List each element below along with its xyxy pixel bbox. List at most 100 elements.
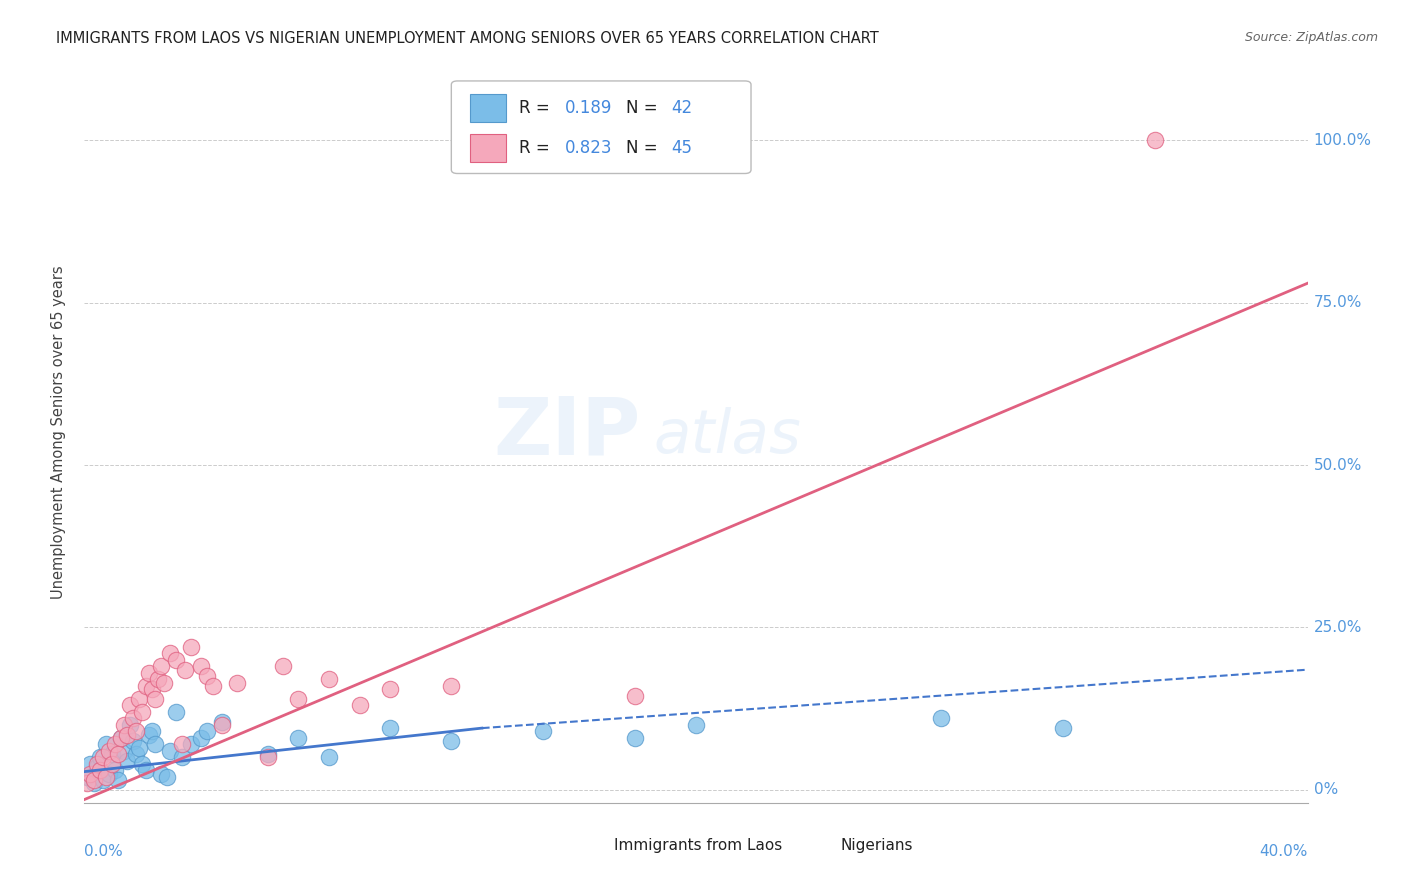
Point (226, 675, 249, 690)
Text: Nigerians: Nigerians (841, 838, 912, 853)
Point (349, 698, 371, 713)
Point (287, 731, 309, 745)
Text: 0.823: 0.823 (565, 139, 613, 157)
Point (138, 728, 160, 742)
Point (131, 705, 153, 719)
Point (180, 737, 202, 751)
Y-axis label: Unemployment Among Seniors over 65 years: Unemployment Among Seniors over 65 years (51, 266, 66, 599)
Point (122, 734, 145, 748)
Point (101, 747, 124, 761)
Point (159, 647, 181, 661)
Point (79, 766, 101, 780)
Point (201, 679, 224, 693)
Point (195, 724, 218, 739)
Point (141, 724, 163, 739)
Text: Source: ZipAtlas.com: Source: ZipAtlas.com (1244, 31, 1378, 45)
Point (94, 737, 117, 751)
Point (172, 737, 194, 751)
Point (180, 640, 202, 654)
Text: N =: N = (626, 139, 664, 157)
Text: 25.0%: 25.0% (1313, 620, 1362, 635)
Point (128, 692, 150, 706)
Text: 0.189: 0.189 (565, 99, 613, 117)
Point (190, 731, 212, 745)
Point (135, 679, 157, 693)
Point (83, 776, 105, 790)
Point (257, 750, 280, 764)
Point (86, 760, 108, 774)
Point (149, 766, 172, 780)
Point (91, 773, 114, 788)
Point (76, 776, 98, 790)
Point (79, 756, 101, 771)
FancyBboxPatch shape (470, 94, 506, 122)
Point (195, 669, 218, 683)
Point (153, 675, 176, 690)
Point (174, 663, 197, 677)
Point (146, 673, 169, 687)
FancyBboxPatch shape (574, 833, 606, 857)
Text: ZIP: ZIP (494, 393, 641, 472)
Text: 100.0%: 100.0% (1313, 133, 1372, 148)
Text: 40.0%: 40.0% (1260, 844, 1308, 858)
Point (83, 773, 105, 788)
Text: 42: 42 (672, 99, 693, 117)
Text: 0%: 0% (1313, 782, 1339, 797)
Point (165, 705, 187, 719)
Point (1143, 133, 1166, 147)
Point (91, 750, 114, 764)
Point (120, 718, 142, 732)
Point (318, 673, 340, 687)
Point (271, 659, 294, 673)
Point (76, 770, 98, 784)
Point (143, 692, 166, 706)
Point (115, 728, 138, 742)
Point (94, 770, 117, 784)
Point (110, 731, 132, 745)
Text: 50.0%: 50.0% (1313, 458, 1362, 473)
Text: Immigrants from Laos: Immigrants from Laos (614, 838, 782, 853)
Point (89, 764, 111, 778)
Point (211, 714, 233, 729)
Point (125, 747, 148, 761)
Point (156, 770, 179, 784)
Point (143, 737, 166, 751)
Text: R =: R = (519, 139, 554, 157)
Point (380, 682, 402, 697)
Point (440, 679, 463, 693)
Point (122, 711, 145, 725)
Point (128, 740, 150, 755)
Point (440, 734, 463, 748)
FancyBboxPatch shape (470, 134, 506, 161)
Text: 75.0%: 75.0% (1313, 295, 1362, 310)
Point (138, 665, 160, 680)
Point (141, 682, 163, 697)
Point (172, 750, 194, 764)
Point (287, 692, 309, 706)
Text: atlas: atlas (654, 407, 801, 466)
Point (149, 659, 172, 673)
Text: 0.0%: 0.0% (84, 844, 124, 858)
Text: R =: R = (519, 99, 554, 117)
Point (929, 711, 952, 725)
Point (135, 764, 157, 778)
Point (211, 718, 233, 732)
Point (1052, 721, 1074, 735)
FancyBboxPatch shape (451, 81, 751, 173)
Point (104, 737, 127, 751)
Point (624, 689, 647, 703)
Point (115, 754, 138, 768)
Point (685, 718, 707, 732)
Point (107, 747, 129, 761)
FancyBboxPatch shape (800, 833, 832, 857)
Point (107, 773, 129, 788)
Point (104, 764, 127, 778)
Point (112, 718, 135, 732)
Point (101, 756, 124, 771)
Point (97, 744, 120, 758)
Point (257, 747, 280, 761)
Point (159, 744, 181, 758)
Point (97, 766, 120, 780)
Text: IMMIGRANTS FROM LAOS VS NIGERIAN UNEMPLOYMENT AMONG SENIORS OVER 65 YEARS CORREL: IMMIGRANTS FROM LAOS VS NIGERIAN UNEMPLO… (56, 31, 879, 46)
Point (110, 731, 132, 745)
